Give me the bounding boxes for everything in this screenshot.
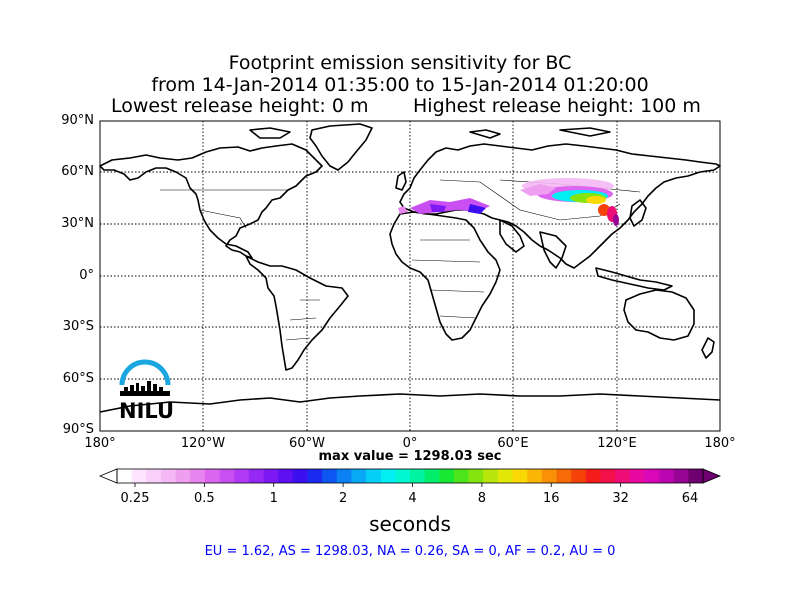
colorbar-segment bbox=[615, 469, 631, 483]
colorbar-segment bbox=[248, 469, 264, 483]
gridlines bbox=[100, 121, 720, 431]
colorbar-segment bbox=[336, 469, 352, 483]
colorbar-segment bbox=[556, 469, 572, 483]
lat-label-60s: 60°S bbox=[62, 371, 94, 386]
colorbar-segment bbox=[190, 469, 206, 483]
colorbar-segment bbox=[160, 469, 177, 483]
colorbar-segment bbox=[146, 469, 162, 483]
lon-label-120w: 120°W bbox=[180, 436, 226, 451]
colorbar-min-arrow bbox=[98, 468, 118, 484]
lon-label-120e: 120°E bbox=[597, 436, 637, 451]
colorbar-segment bbox=[644, 469, 660, 483]
lowest-release-height: Lowest release height: 0 m bbox=[111, 95, 369, 117]
colorbar-segment bbox=[219, 469, 235, 483]
colorbar-tick-label: 0.5 bbox=[194, 491, 215, 506]
colorbar-segment bbox=[483, 469, 499, 483]
colorbar-segment bbox=[366, 469, 382, 483]
max-value-label: max value = 1298.03 sec bbox=[318, 449, 502, 464]
lat-label-90n: 90°N bbox=[61, 113, 94, 128]
colorbar-tick-label: 4 bbox=[408, 491, 417, 506]
colorbar-tick-label: 1 bbox=[269, 491, 278, 506]
lon-label-60w: 60°W bbox=[289, 436, 325, 451]
colorbar-max-arrow bbox=[702, 468, 722, 484]
colorbar-segment bbox=[512, 469, 528, 483]
colorbar-segment bbox=[204, 469, 221, 483]
lon-label-180e: 180° bbox=[704, 436, 736, 451]
region-totals: EU = 1.62, AS = 1298.03, NA = 0.26, SA =… bbox=[204, 544, 616, 559]
colorbar-segment bbox=[439, 469, 455, 483]
colorbar-segment bbox=[600, 469, 616, 483]
lat-label-90s: 90°S bbox=[62, 422, 94, 437]
lat-label-30s: 30°S bbox=[62, 319, 94, 334]
colorbar-tick-label: 16 bbox=[542, 491, 560, 506]
colorbar-segment bbox=[688, 469, 704, 483]
title-line-1: Footprint emission sensitivity for BC bbox=[228, 52, 572, 74]
colorbar-tick-label: 0.25 bbox=[120, 491, 150, 506]
colorbar-segment bbox=[424, 469, 440, 483]
colorbar-segment bbox=[351, 469, 367, 483]
colorbar-segment bbox=[175, 469, 191, 483]
highest-release-height: Highest release height: 100 m bbox=[413, 95, 701, 117]
colorbar-tick-label: 8 bbox=[477, 491, 487, 506]
colorbar-segment bbox=[571, 469, 587, 483]
nilu-logo-text: NILU bbox=[119, 399, 175, 423]
colorbar-segment bbox=[117, 469, 133, 483]
lon-label-180w: 180° bbox=[84, 436, 116, 451]
colorbar-segment bbox=[541, 469, 557, 483]
colorbar-segment bbox=[380, 469, 396, 483]
colorbar-tick-label: 2 bbox=[338, 491, 348, 506]
colorbar-segment bbox=[468, 469, 484, 483]
nilu-logo bbox=[119, 359, 171, 396]
colorbar-tick-label: 32 bbox=[612, 491, 629, 506]
colorbar-segment bbox=[131, 469, 147, 483]
colorbar-segment bbox=[307, 469, 323, 483]
emission-sensitivity-field bbox=[398, 178, 619, 226]
colorbar-segment bbox=[395, 469, 411, 483]
colorbar-segment bbox=[263, 469, 279, 483]
lon-label-60e: 60°E bbox=[497, 436, 529, 451]
lat-label-60n: 60°N bbox=[61, 164, 94, 179]
colorbar-segment bbox=[322, 469, 338, 483]
colorbar-outline bbox=[116, 468, 704, 484]
colorbar-segment bbox=[453, 469, 470, 483]
lon-label-0: 0° bbox=[402, 436, 418, 451]
colorbar-segment bbox=[497, 469, 514, 483]
colorbar-segment bbox=[629, 469, 645, 483]
colorbar-segment bbox=[527, 469, 543, 483]
lat-label-0: 0° bbox=[79, 268, 94, 283]
colorbar-tick-label: 64 bbox=[681, 491, 699, 506]
colorbar-units-label: seconds bbox=[369, 512, 451, 536]
colorbar-segment bbox=[673, 469, 689, 483]
colorbar-segment bbox=[278, 469, 294, 483]
colorbar-segment bbox=[659, 469, 675, 483]
colorbar-segment bbox=[234, 469, 250, 483]
coastlines bbox=[99, 123, 721, 413]
title-line-2: from 14-Jan-2014 01:35:00 to 15-Jan-2014… bbox=[151, 74, 649, 96]
colorbar-segment bbox=[410, 469, 426, 483]
colorbar-segment bbox=[585, 469, 601, 483]
lat-label-30n: 30°N bbox=[61, 216, 94, 231]
colorbar-segment bbox=[292, 469, 308, 483]
